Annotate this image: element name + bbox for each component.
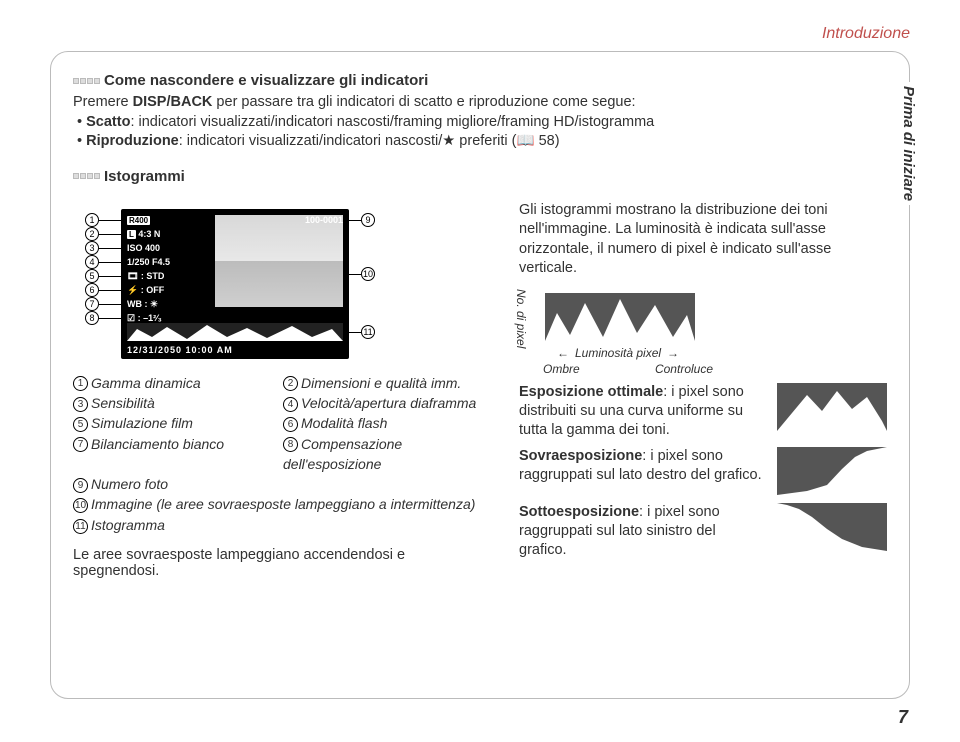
quality: 4:3 N — [138, 229, 160, 239]
legend-item: Dimensioni e qualità imm. — [301, 375, 461, 391]
dr-badge: R400 — [127, 216, 150, 225]
intro-paragraph: Premere DISP/BACK per passare tra gli in… — [73, 93, 887, 152]
callout-10: 10 — [361, 267, 375, 281]
histogram-under — [777, 503, 887, 551]
text: : indicatori visualizzati/indicatori nas… — [179, 133, 560, 149]
bold: Scatto — [86, 114, 130, 130]
legend-item: Velocità/apertura diaframma — [301, 395, 476, 411]
heading-text: Istogrammi — [104, 168, 185, 185]
legend-item: Numero foto — [91, 476, 168, 492]
callout-7: 7 — [85, 297, 99, 311]
size-badge: L — [127, 230, 136, 239]
iso: ISO 400 — [127, 243, 160, 253]
label: Sottoesposizione — [519, 504, 639, 520]
flash: ⚡ : OFF — [127, 285, 164, 296]
legend-item: Gamma dinamica — [91, 375, 201, 391]
lcd-diagram: 1 2 3 4 5 6 7 8 9 10 — [85, 209, 385, 359]
lcd-histogram — [127, 323, 343, 341]
legend-item: Bilanciamento bianco — [91, 436, 224, 452]
callout-11: 11 — [361, 325, 375, 339]
overexposure-row: Sovraesposizione: i pixel sono raggruppa… — [519, 447, 887, 495]
callout-6: 6 — [85, 283, 99, 297]
overexposure-note: Le aree sovraesposte lampeggiano accende… — [73, 547, 493, 579]
optimal-exposure-row: Esposizione ottimale: i pixel sono distr… — [519, 383, 887, 440]
key-name: DISP/BACK — [133, 94, 213, 110]
wb: WB : ☀ — [127, 299, 158, 310]
heading-histograms: Istogrammi — [73, 168, 887, 185]
callout-9: 9 — [361, 213, 375, 227]
heading-text: Come nascondere e visualizzare gli indic… — [104, 72, 428, 89]
histogram-over — [777, 447, 887, 495]
bullet-icon — [73, 78, 100, 84]
callout-5: 5 — [85, 269, 99, 283]
section-header: Introduzione — [50, 25, 910, 43]
frame-number: 100-0001 — [305, 215, 343, 225]
x-axis-luminosity: Luminosità pixel — [557, 345, 679, 361]
film-sim: 🎞 : STD — [127, 271, 164, 282]
text: : indicatori visualizzati/indicatori nas… — [130, 114, 654, 130]
label: Luminosità pixel — [575, 345, 661, 361]
label: Sovraesposizione — [519, 448, 642, 464]
heading-indicators: Come nascondere e visualizzare gli indic… — [73, 72, 887, 89]
legend-item: Istogramma — [91, 517, 165, 533]
callout-1: 1 — [85, 213, 99, 227]
callout-legend: 1Gamma dinamica2Dimensioni e qualità imm… — [73, 373, 493, 535]
legend-item: Simulazione film — [91, 415, 193, 431]
shutter-aperture: 1/250 F4.5 — [127, 257, 170, 267]
label: Esposizione ottimale — [519, 384, 663, 400]
histogram-optimal — [777, 383, 887, 431]
page-number: 7 — [898, 707, 908, 728]
histogram-sample — [545, 293, 695, 341]
legend-item: Sensibilità — [91, 395, 155, 411]
legend-item: Compensazione dell'esposizione — [283, 436, 402, 472]
callout-3: 3 — [85, 241, 99, 255]
side-tab: Prima di iniziare — [900, 82, 917, 205]
lcd-screen: R400 100-0001 L 4:3 N ISO 400 1/250 F4.5… — [121, 209, 349, 359]
lcd-photo — [215, 215, 343, 307]
callout-4: 4 — [85, 255, 99, 269]
axis-diagram: No. di pixel Luminosità pixel Ombre Cont… — [519, 287, 729, 375]
list-item: Riproduzione: indicatori visualizzati/in… — [77, 132, 887, 152]
content-frame: Prima di iniziare Come nascondere e visu… — [50, 51, 910, 699]
highlights-label: Controluce — [655, 361, 713, 377]
underexposure-row: Sottoesposizione: i pixel sono raggruppa… — [519, 503, 887, 560]
legend-item: Immagine (le aree sovraesposte lampeggia… — [91, 496, 475, 512]
callout-8: 8 — [85, 311, 99, 325]
histogram-intro: Gli istogrammi mostrano la distribuzione… — [519, 201, 887, 279]
bullet-icon — [73, 173, 100, 179]
list-item: Scatto: indicatori visualizzati/indicato… — [77, 113, 887, 133]
left-column: 1 2 3 4 5 6 7 8 9 10 — [73, 201, 493, 579]
shadows-label: Ombre — [543, 361, 580, 377]
callout-2: 2 — [85, 227, 99, 241]
lcd-datetime: 12/31/2050 10:00 AM — [127, 345, 233, 355]
y-axis-label: No. di pixel — [513, 289, 529, 348]
right-column: Gli istogrammi mostrano la distribuzione… — [519, 201, 887, 579]
text: Premere — [73, 94, 133, 110]
bold: Riproduzione — [86, 133, 179, 149]
text: per passare tra gli indicatori di scatto… — [212, 94, 635, 110]
legend-item: Modalità flash — [301, 415, 387, 431]
